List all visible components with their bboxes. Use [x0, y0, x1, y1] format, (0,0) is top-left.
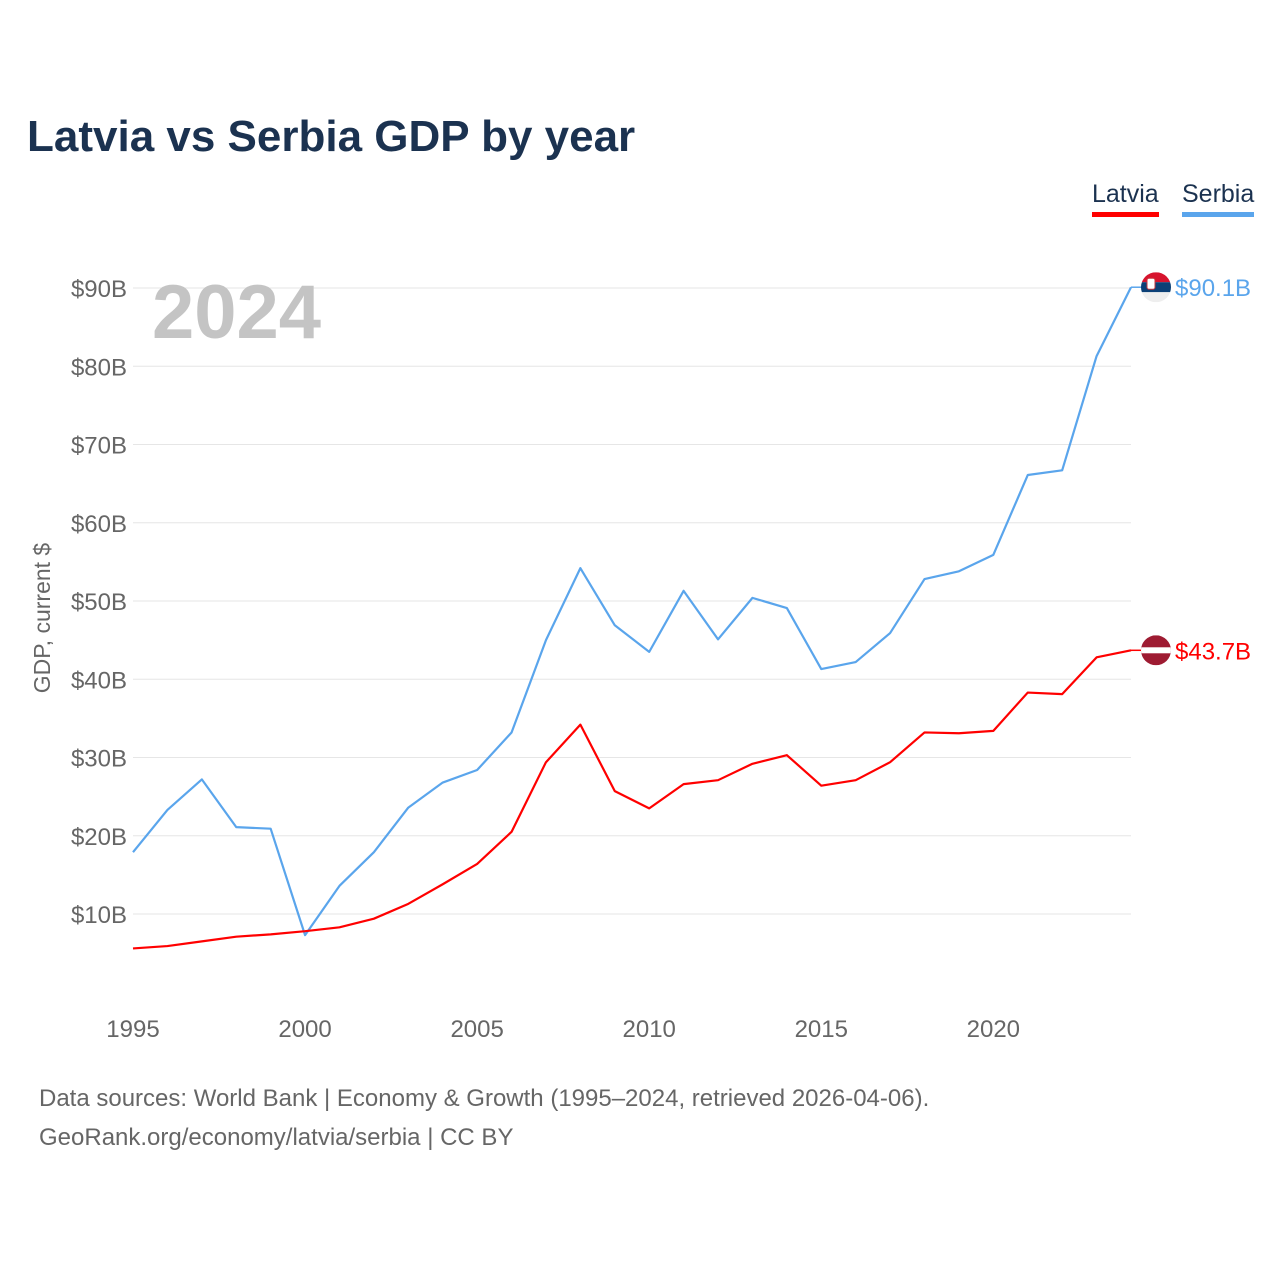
y-tick-label: $60B: [71, 511, 127, 538]
x-tick-label: 2005: [450, 1016, 503, 1043]
end-label-serbia: $90.1B: [1175, 275, 1251, 302]
legend-serbia[interactable]: Serbia: [1182, 180, 1255, 217]
source-text: Data sources: World Bank | Economy & Gro…: [39, 1085, 930, 1112]
latvia-flag-icon: [1141, 635, 1171, 666]
x-tick-label: 2010: [623, 1016, 676, 1043]
legend-latvia[interactable]: Latvia: [1092, 180, 1159, 217]
y-axis-label: GDP, current $: [29, 543, 55, 694]
chart-title: Latvia vs Serbia GDP by year: [27, 112, 636, 161]
series-line-latvia: [132, 649, 1132, 950]
x-tick-label: 1995: [106, 1016, 159, 1043]
x-tick-label: 2000: [278, 1016, 331, 1043]
end-label-latvia: $43.7B: [1175, 638, 1251, 665]
y-tick-label: $20B: [71, 824, 127, 851]
y-tick-label: $40B: [71, 667, 127, 694]
y-tick-label: $10B: [71, 902, 127, 929]
x-tick-label: 2015: [795, 1016, 848, 1043]
year-watermark: 2024: [152, 270, 321, 355]
series-line-serbia: [132, 286, 1132, 937]
y-tick-label: $50B: [71, 589, 127, 616]
source-link[interactable]: GeoRank.org/economy/latvia/serbia | CC B…: [39, 1124, 514, 1151]
y-tick-label: $90B: [71, 276, 127, 303]
y-tick-label: $30B: [71, 746, 127, 773]
x-tick-label: 2020: [967, 1016, 1020, 1043]
y-tick-label: $70B: [71, 433, 127, 460]
y-tick-label: $80B: [71, 354, 127, 381]
serbia-flag-icon: [1141, 272, 1171, 303]
